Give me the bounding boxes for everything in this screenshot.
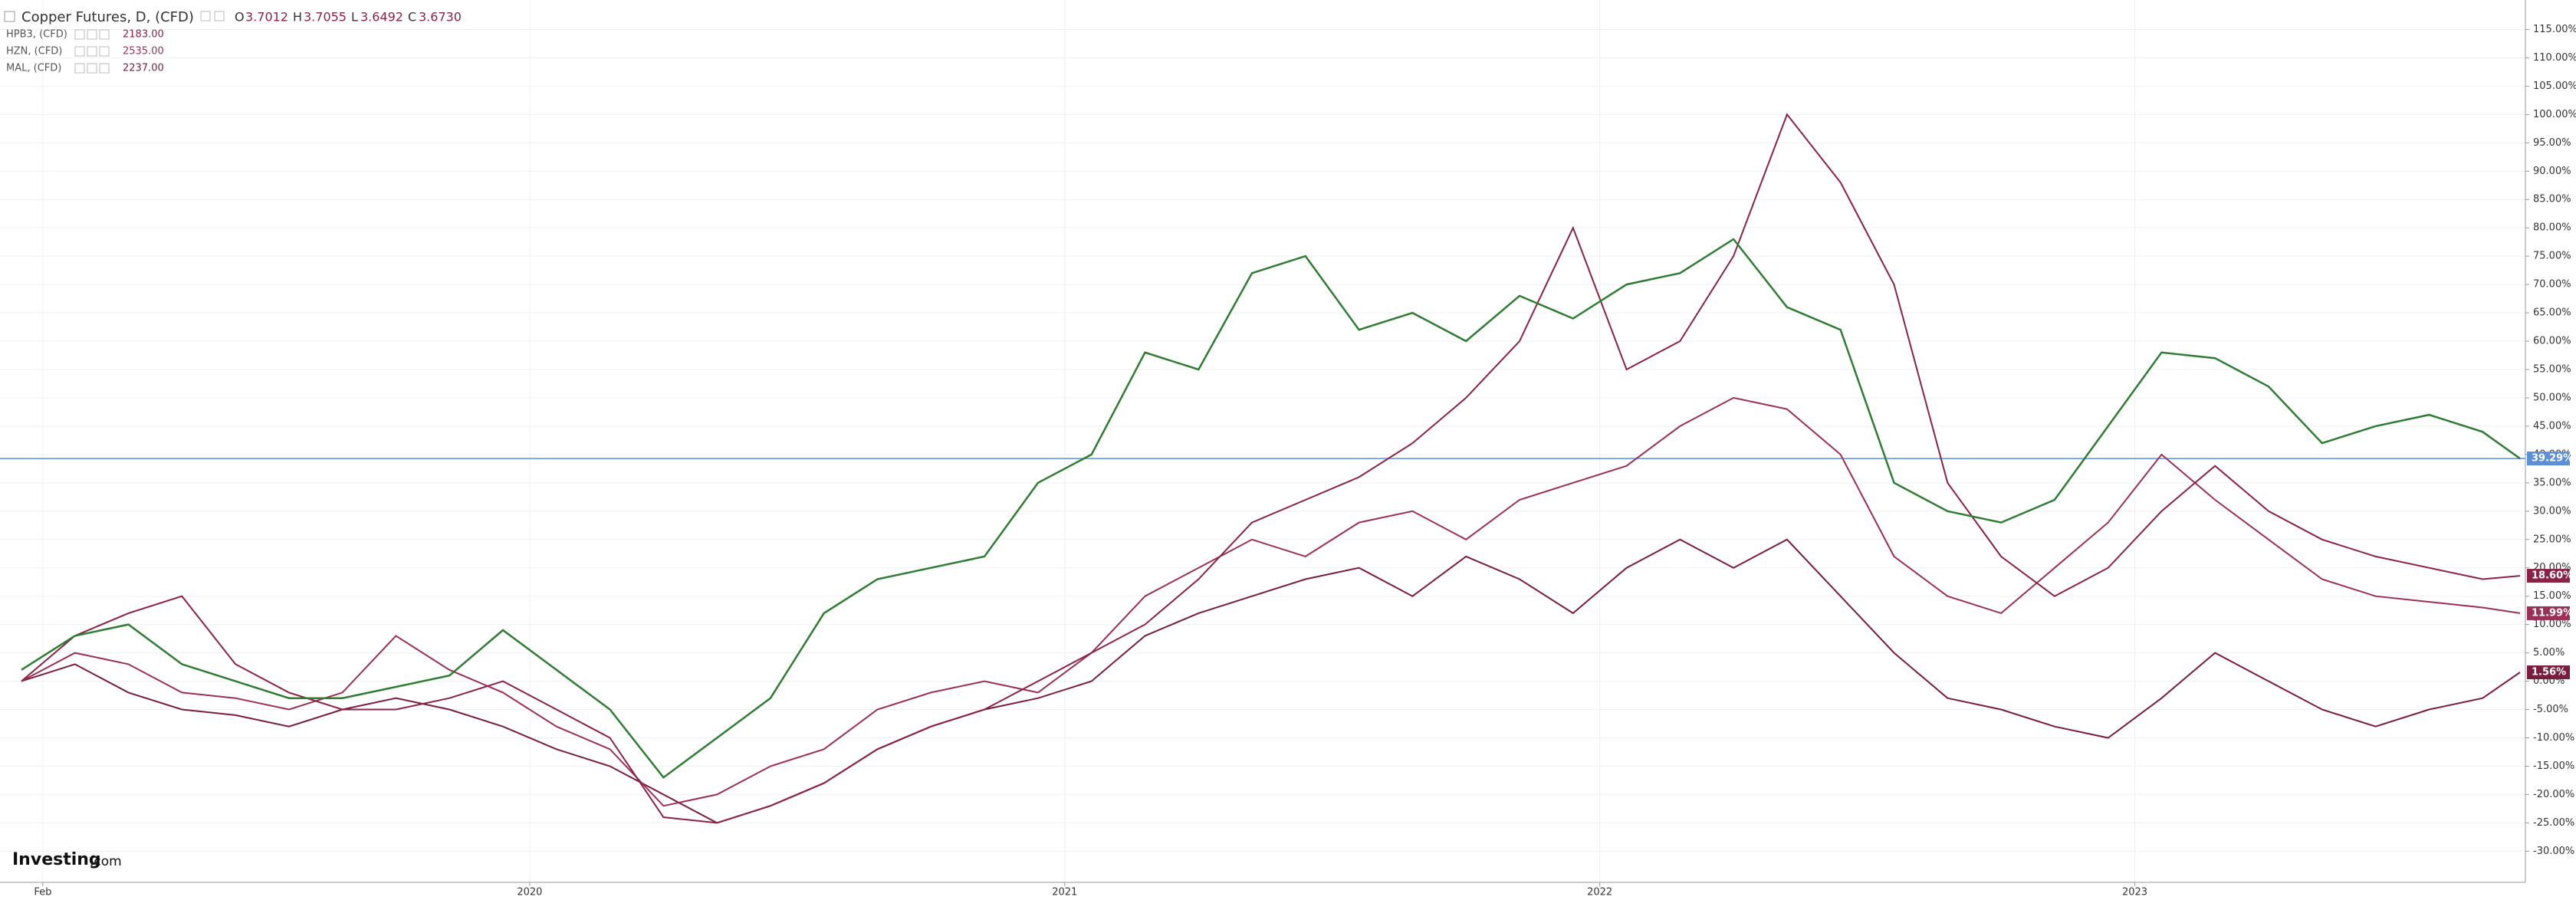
last-value-label: 1.56% — [2532, 667, 2566, 678]
x-tick-label: 2021 — [1052, 887, 1077, 898]
legend-value: 2237.00 — [123, 63, 164, 74]
legend-icon[interactable] — [74, 46, 85, 57]
y-tick-label: 105.00% — [2533, 80, 2576, 92]
ohlc-value: 3.6492 — [360, 10, 403, 25]
last-value-box — [2527, 452, 2570, 466]
last-value-label: 39.29% — [2532, 453, 2573, 465]
legend-icon[interactable] — [87, 46, 97, 57]
legend-name: HZN, (CFD) — [6, 46, 62, 57]
legend-icon[interactable] — [99, 46, 110, 57]
brand: Investing — [12, 850, 101, 869]
y-tick-label: 30.00% — [2533, 505, 2571, 517]
series-header: Copper Futures, D, (CFD) — [21, 9, 194, 25]
last-value-label: 11.99% — [2532, 607, 2573, 619]
close-icon[interactable] — [214, 11, 225, 21]
x-tick-label: 2022 — [1587, 887, 1612, 898]
collapse-icon[interactable] — [4, 11, 15, 22]
brand-suffix: .com — [90, 854, 122, 869]
ohlc-key: O — [235, 10, 245, 25]
y-tick-label: 60.00% — [2533, 336, 2571, 347]
ohlc-key: H — [293, 10, 302, 25]
y-tick-label: 75.00% — [2533, 251, 2571, 262]
y-tick-label: 15.00% — [2533, 590, 2571, 602]
y-tick-label: 50.00% — [2533, 392, 2571, 403]
ohlc-key: C — [408, 10, 416, 25]
series-line — [21, 238, 2521, 779]
y-tick-label: -15.00% — [2533, 760, 2574, 772]
y-tick-label: 65.00% — [2533, 307, 2571, 319]
y-tick-label: 45.00% — [2533, 420, 2571, 432]
y-tick-label: -20.00% — [2533, 789, 2574, 800]
ohlc-key: L — [351, 10, 358, 25]
y-tick-label: 55.00% — [2533, 363, 2571, 375]
y-tick-label: -10.00% — [2533, 732, 2574, 744]
legend-icon[interactable] — [74, 63, 85, 74]
ohlc-value: 3.6730 — [419, 10, 462, 25]
y-tick-label: 35.00% — [2533, 477, 2571, 488]
y-tick-label: 115.00% — [2533, 24, 2576, 35]
y-tick-label: 95.00% — [2533, 137, 2571, 149]
ohlc-value: 3.7012 — [245, 10, 288, 25]
x-tick-label: 2023 — [2122, 887, 2147, 898]
last-value-box — [2527, 665, 2570, 680]
legend-name: HPB3, (CFD) — [6, 29, 67, 41]
legend-icon[interactable] — [87, 29, 97, 40]
settings-icon[interactable] — [200, 11, 211, 21]
last-value-box — [2527, 606, 2570, 620]
legend: HPB3, (CFD) 2183.00 HZN, (CFD) 2535.00 MAL, … — [6, 29, 164, 74]
legend-icon[interactable] — [99, 29, 110, 40]
x-tick-label: Feb — [34, 887, 51, 898]
y-tick-label: -25.00% — [2533, 817, 2574, 829]
y-tick-label: 85.00% — [2533, 194, 2571, 205]
legend-value: 2183.00 — [123, 29, 164, 41]
y-tick-label: 80.00% — [2533, 222, 2571, 234]
y-tick-label: 25.00% — [2533, 534, 2571, 545]
ohlc-value: 3.7055 — [304, 10, 347, 25]
y-tick-label: 5.00% — [2533, 647, 2564, 659]
series-line — [21, 538, 2521, 824]
x-tick-label: 2020 — [517, 887, 542, 898]
y-tick-label: 70.00% — [2533, 279, 2571, 291]
series-line — [21, 396, 2521, 807]
grid — [0, 0, 2525, 882]
legend-icon[interactable] — [99, 63, 110, 74]
series-line — [21, 113, 2521, 824]
last-value-box — [2527, 569, 2570, 583]
legend-name: MAL, (CFD) — [6, 63, 61, 74]
legend-icon[interactable] — [87, 63, 97, 74]
y-tick-label: 10.00% — [2533, 619, 2571, 630]
legend-value: 2535.00 — [123, 46, 164, 57]
plot — [0, 113, 2525, 824]
y-tick-label: 90.00% — [2533, 166, 2571, 177]
y-tick-label: 100.00% — [2533, 109, 2576, 120]
y-tick-label: 110.00% — [2533, 52, 2576, 64]
last-value-label: 18.60% — [2532, 570, 2573, 582]
y-tick-label: -30.00% — [2533, 846, 2574, 857]
legend-icon[interactable] — [74, 29, 85, 40]
y-tick-label: -5.00% — [2533, 704, 2568, 715]
